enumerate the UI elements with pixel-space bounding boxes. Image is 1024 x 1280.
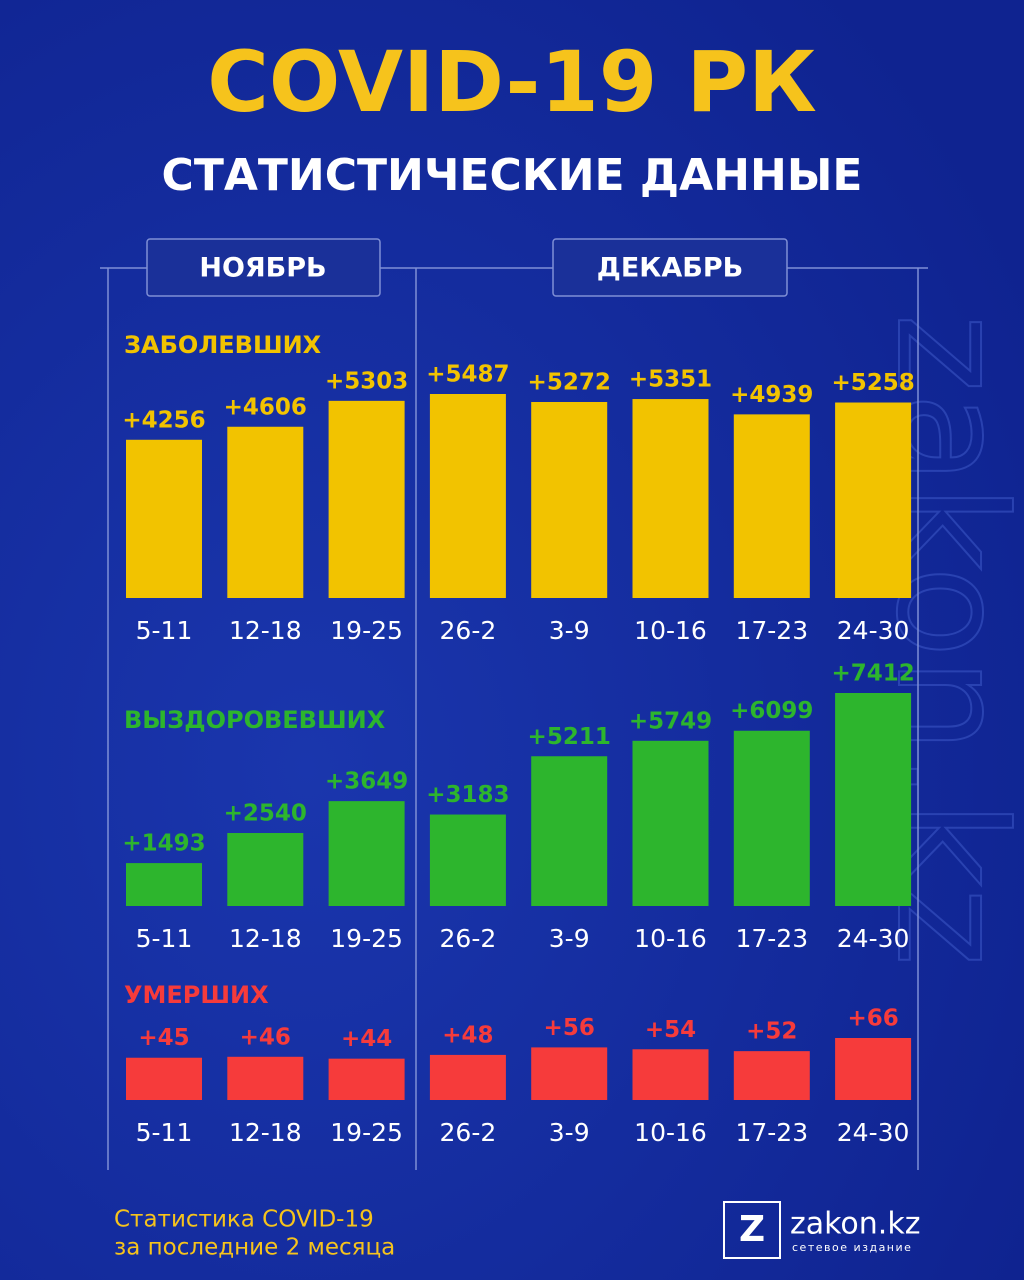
value-label: +1493 bbox=[122, 831, 205, 857]
value-label: +4939 bbox=[730, 382, 813, 408]
value-label: +2540 bbox=[224, 801, 307, 827]
bar bbox=[328, 1058, 405, 1100]
bar bbox=[126, 863, 202, 906]
x-tick-label: 3-9 bbox=[549, 1118, 590, 1147]
title: COVID-19 РК bbox=[207, 33, 817, 131]
bar bbox=[126, 439, 202, 598]
bar bbox=[429, 814, 506, 906]
footer-text: Статистика COVID-19 bbox=[114, 1207, 374, 1233]
bar bbox=[531, 756, 608, 906]
x-tick-label: 12-18 bbox=[229, 924, 302, 953]
value-label: +3649 bbox=[325, 769, 408, 795]
x-tick-label: 17-23 bbox=[735, 1118, 808, 1147]
x-tick-label: 5-11 bbox=[136, 616, 193, 645]
value-label: +4606 bbox=[224, 394, 307, 420]
value-label: +5258 bbox=[831, 370, 914, 396]
value-label: +52 bbox=[746, 1019, 797, 1045]
x-tick-label: 26-2 bbox=[440, 924, 497, 953]
value-label: +5351 bbox=[629, 367, 712, 393]
value-label: +5211 bbox=[528, 724, 611, 750]
month-box bbox=[146, 238, 381, 297]
value-label: +6099 bbox=[730, 698, 813, 724]
value-label: +7412 bbox=[831, 661, 914, 687]
value-label: +48 bbox=[442, 1022, 493, 1048]
value-label: +46 bbox=[240, 1024, 291, 1050]
bar bbox=[733, 730, 810, 906]
bar bbox=[632, 399, 709, 598]
value-label: +5303 bbox=[325, 368, 408, 394]
bar bbox=[632, 1049, 709, 1100]
bar bbox=[429, 394, 506, 598]
value-label: +56 bbox=[544, 1015, 595, 1041]
x-tick-label: 24-30 bbox=[837, 1118, 910, 1147]
logo-name: zakon.kz bbox=[790, 1207, 920, 1242]
x-tick-label: 3-9 bbox=[549, 924, 590, 953]
x-tick-label: 24-30 bbox=[837, 616, 910, 645]
bar bbox=[835, 402, 912, 598]
logo-box bbox=[723, 1201, 781, 1259]
month-label: ДЕКАБРЬ bbox=[597, 253, 743, 284]
month-box bbox=[552, 238, 788, 297]
x-tick-label: 10-16 bbox=[634, 616, 707, 645]
bar bbox=[429, 1054, 506, 1100]
bar bbox=[227, 1056, 304, 1100]
bar bbox=[227, 426, 304, 598]
value-label: +5272 bbox=[528, 369, 611, 395]
chart-title: ЗАБОЛЕВШИХ bbox=[124, 331, 322, 359]
x-tick-label: 10-16 bbox=[634, 1118, 707, 1147]
x-tick-label: 12-18 bbox=[229, 1118, 302, 1147]
x-tick-label: 3-9 bbox=[549, 616, 590, 645]
logo-mark: Z bbox=[739, 1209, 765, 1250]
value-label: +54 bbox=[645, 1017, 696, 1043]
bar bbox=[531, 1047, 608, 1100]
logo-tagline: сетевое издание bbox=[792, 1241, 912, 1254]
x-tick-label: 19-25 bbox=[330, 616, 403, 645]
bar bbox=[328, 400, 405, 598]
value-label: +4256 bbox=[122, 407, 205, 433]
bar bbox=[835, 693, 912, 906]
month-label: НОЯБРЬ bbox=[199, 253, 326, 284]
bar bbox=[126, 1057, 202, 1100]
bar bbox=[835, 1038, 912, 1100]
x-tick-label: 12-18 bbox=[229, 616, 302, 645]
x-tick-label: 19-25 bbox=[330, 1118, 403, 1147]
bar bbox=[632, 740, 709, 906]
value-label: +5749 bbox=[629, 708, 712, 734]
x-tick-label: 24-30 bbox=[837, 924, 910, 953]
chart-title: ВЫЗДОРОВЕВШИХ bbox=[124, 706, 386, 734]
bar bbox=[328, 801, 405, 906]
value-label: +44 bbox=[341, 1026, 392, 1052]
footer-text: за последние 2 месяца bbox=[114, 1235, 395, 1261]
bar bbox=[227, 833, 304, 906]
x-tick-label: 10-16 bbox=[634, 924, 707, 953]
value-label: +45 bbox=[138, 1025, 189, 1051]
chart-title: УМЕРШИХ bbox=[124, 981, 269, 1009]
value-label: +66 bbox=[847, 1006, 898, 1032]
x-tick-label: 26-2 bbox=[440, 616, 497, 645]
x-tick-label: 5-11 bbox=[136, 1118, 193, 1147]
bar bbox=[733, 414, 810, 598]
subtitle: СТАТИСТИЧЕСКИЕ ДАННЫЕ bbox=[162, 150, 863, 201]
value-label: +5487 bbox=[426, 362, 509, 388]
frame bbox=[100, 267, 928, 1170]
value-label: +3183 bbox=[426, 782, 509, 808]
bar bbox=[733, 1051, 810, 1100]
bar bbox=[531, 401, 608, 598]
x-tick-label: 19-25 bbox=[330, 924, 403, 953]
x-tick-label: 17-23 bbox=[735, 616, 808, 645]
x-tick-label: 17-23 bbox=[735, 924, 808, 953]
x-tick-label: 26-2 bbox=[440, 1118, 497, 1147]
x-tick-label: 5-11 bbox=[136, 924, 193, 953]
